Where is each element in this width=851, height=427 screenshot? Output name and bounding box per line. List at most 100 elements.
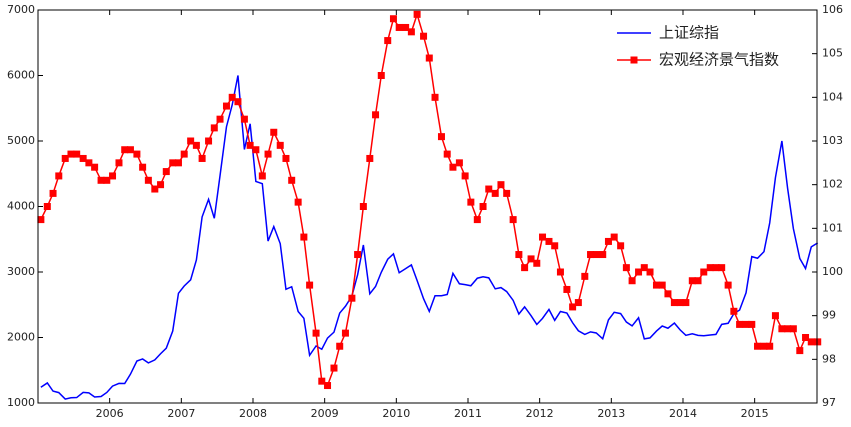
series-marker bbox=[754, 342, 762, 350]
series-marker bbox=[79, 154, 87, 162]
series-marker bbox=[210, 124, 218, 132]
series-marker bbox=[802, 334, 810, 341]
y2-tick-label: 101 bbox=[822, 221, 843, 234]
series-marker bbox=[437, 133, 445, 141]
series-marker bbox=[563, 285, 571, 293]
y2-tick-label: 103 bbox=[822, 134, 843, 147]
series-marker bbox=[664, 290, 672, 298]
series-marker bbox=[300, 233, 308, 241]
series-marker bbox=[778, 325, 786, 333]
series-marker bbox=[676, 299, 684, 307]
y-tick-label: 6000 bbox=[7, 69, 35, 82]
series-marker bbox=[55, 172, 63, 180]
series-marker bbox=[425, 54, 433, 62]
series-marker bbox=[395, 23, 403, 31]
series-marker bbox=[431, 93, 439, 101]
series-marker bbox=[103, 176, 111, 184]
series-marker bbox=[736, 320, 744, 328]
series-marker bbox=[814, 338, 822, 346]
series-marker bbox=[264, 150, 272, 158]
series-marker bbox=[240, 115, 248, 123]
series-marker bbox=[646, 268, 654, 276]
series-marker bbox=[384, 37, 392, 45]
series-marker bbox=[198, 154, 206, 162]
y2-tick-label: 106 bbox=[822, 3, 843, 16]
series-marker bbox=[336, 342, 344, 350]
y-tick-label: 3000 bbox=[7, 265, 35, 278]
plot-area bbox=[38, 10, 817, 403]
series-marker bbox=[592, 251, 600, 259]
series-marker bbox=[180, 150, 188, 158]
series-marker bbox=[330, 364, 338, 372]
y-tick-label: 1000 bbox=[7, 396, 35, 409]
series-marker bbox=[682, 299, 690, 307]
series-marker bbox=[587, 251, 595, 259]
series-marker bbox=[228, 93, 236, 101]
series-marker bbox=[539, 233, 547, 241]
series-marker bbox=[628, 277, 636, 285]
series-marker bbox=[377, 72, 385, 79]
series-marker bbox=[742, 320, 750, 328]
series-marker bbox=[402, 23, 410, 31]
series-marker bbox=[49, 189, 57, 197]
series-marker bbox=[139, 163, 147, 171]
series-marker bbox=[234, 98, 242, 106]
series-marker bbox=[658, 281, 666, 289]
series-marker bbox=[789, 325, 797, 333]
series-marker bbox=[97, 176, 105, 184]
series-marker bbox=[359, 203, 367, 210]
series-marker bbox=[581, 272, 589, 280]
series-marker bbox=[258, 172, 266, 180]
x-tick-label: 2014 bbox=[669, 407, 697, 420]
series-marker bbox=[461, 172, 469, 180]
series-marker bbox=[270, 128, 278, 136]
series-marker bbox=[288, 176, 296, 184]
series-marker bbox=[760, 342, 768, 350]
series-marker bbox=[455, 159, 463, 167]
series-marker bbox=[121, 146, 129, 154]
series-marker bbox=[420, 32, 428, 40]
series-marker bbox=[491, 189, 499, 197]
y2-tick-label: 97 bbox=[822, 396, 836, 409]
x-tick-label: 2007 bbox=[167, 407, 195, 420]
series-marker bbox=[796, 347, 804, 355]
series-marker bbox=[276, 141, 284, 149]
series-marker bbox=[503, 189, 511, 197]
series-marker bbox=[151, 185, 159, 193]
series-marker bbox=[157, 181, 165, 189]
series-marker bbox=[599, 251, 607, 259]
series-marker bbox=[724, 281, 732, 289]
series-marker bbox=[67, 150, 75, 158]
series-marker bbox=[509, 216, 517, 224]
plot-frame bbox=[37, 9, 818, 404]
y2-tick-label: 100 bbox=[822, 265, 843, 278]
y-tick-label: 4000 bbox=[7, 200, 35, 213]
series-marker bbox=[109, 172, 117, 180]
series-marker bbox=[556, 268, 564, 276]
series-marker bbox=[670, 299, 678, 307]
series-marker bbox=[712, 264, 720, 272]
x-tick-label: 2013 bbox=[597, 407, 625, 420]
series-marker bbox=[700, 268, 708, 276]
series-marker bbox=[545, 237, 553, 245]
series-marker bbox=[162, 168, 170, 176]
series-marker bbox=[115, 159, 123, 167]
x-tick-label: 2011 bbox=[454, 407, 482, 420]
series-marker bbox=[443, 150, 451, 158]
series-marker bbox=[527, 255, 535, 263]
series-marker bbox=[610, 233, 618, 241]
series-marker bbox=[174, 159, 182, 167]
series-marker bbox=[730, 307, 738, 315]
series-marker bbox=[718, 264, 726, 272]
series-marker bbox=[294, 198, 302, 206]
series-marker bbox=[282, 154, 290, 162]
y-tick-label: 5000 bbox=[7, 134, 35, 147]
series-marker bbox=[169, 159, 177, 167]
series-marker bbox=[192, 141, 200, 149]
series-marker bbox=[312, 329, 320, 337]
series-marker bbox=[318, 377, 326, 385]
series-marker bbox=[473, 216, 481, 224]
series-marker bbox=[479, 203, 487, 210]
series-marker bbox=[640, 264, 648, 272]
